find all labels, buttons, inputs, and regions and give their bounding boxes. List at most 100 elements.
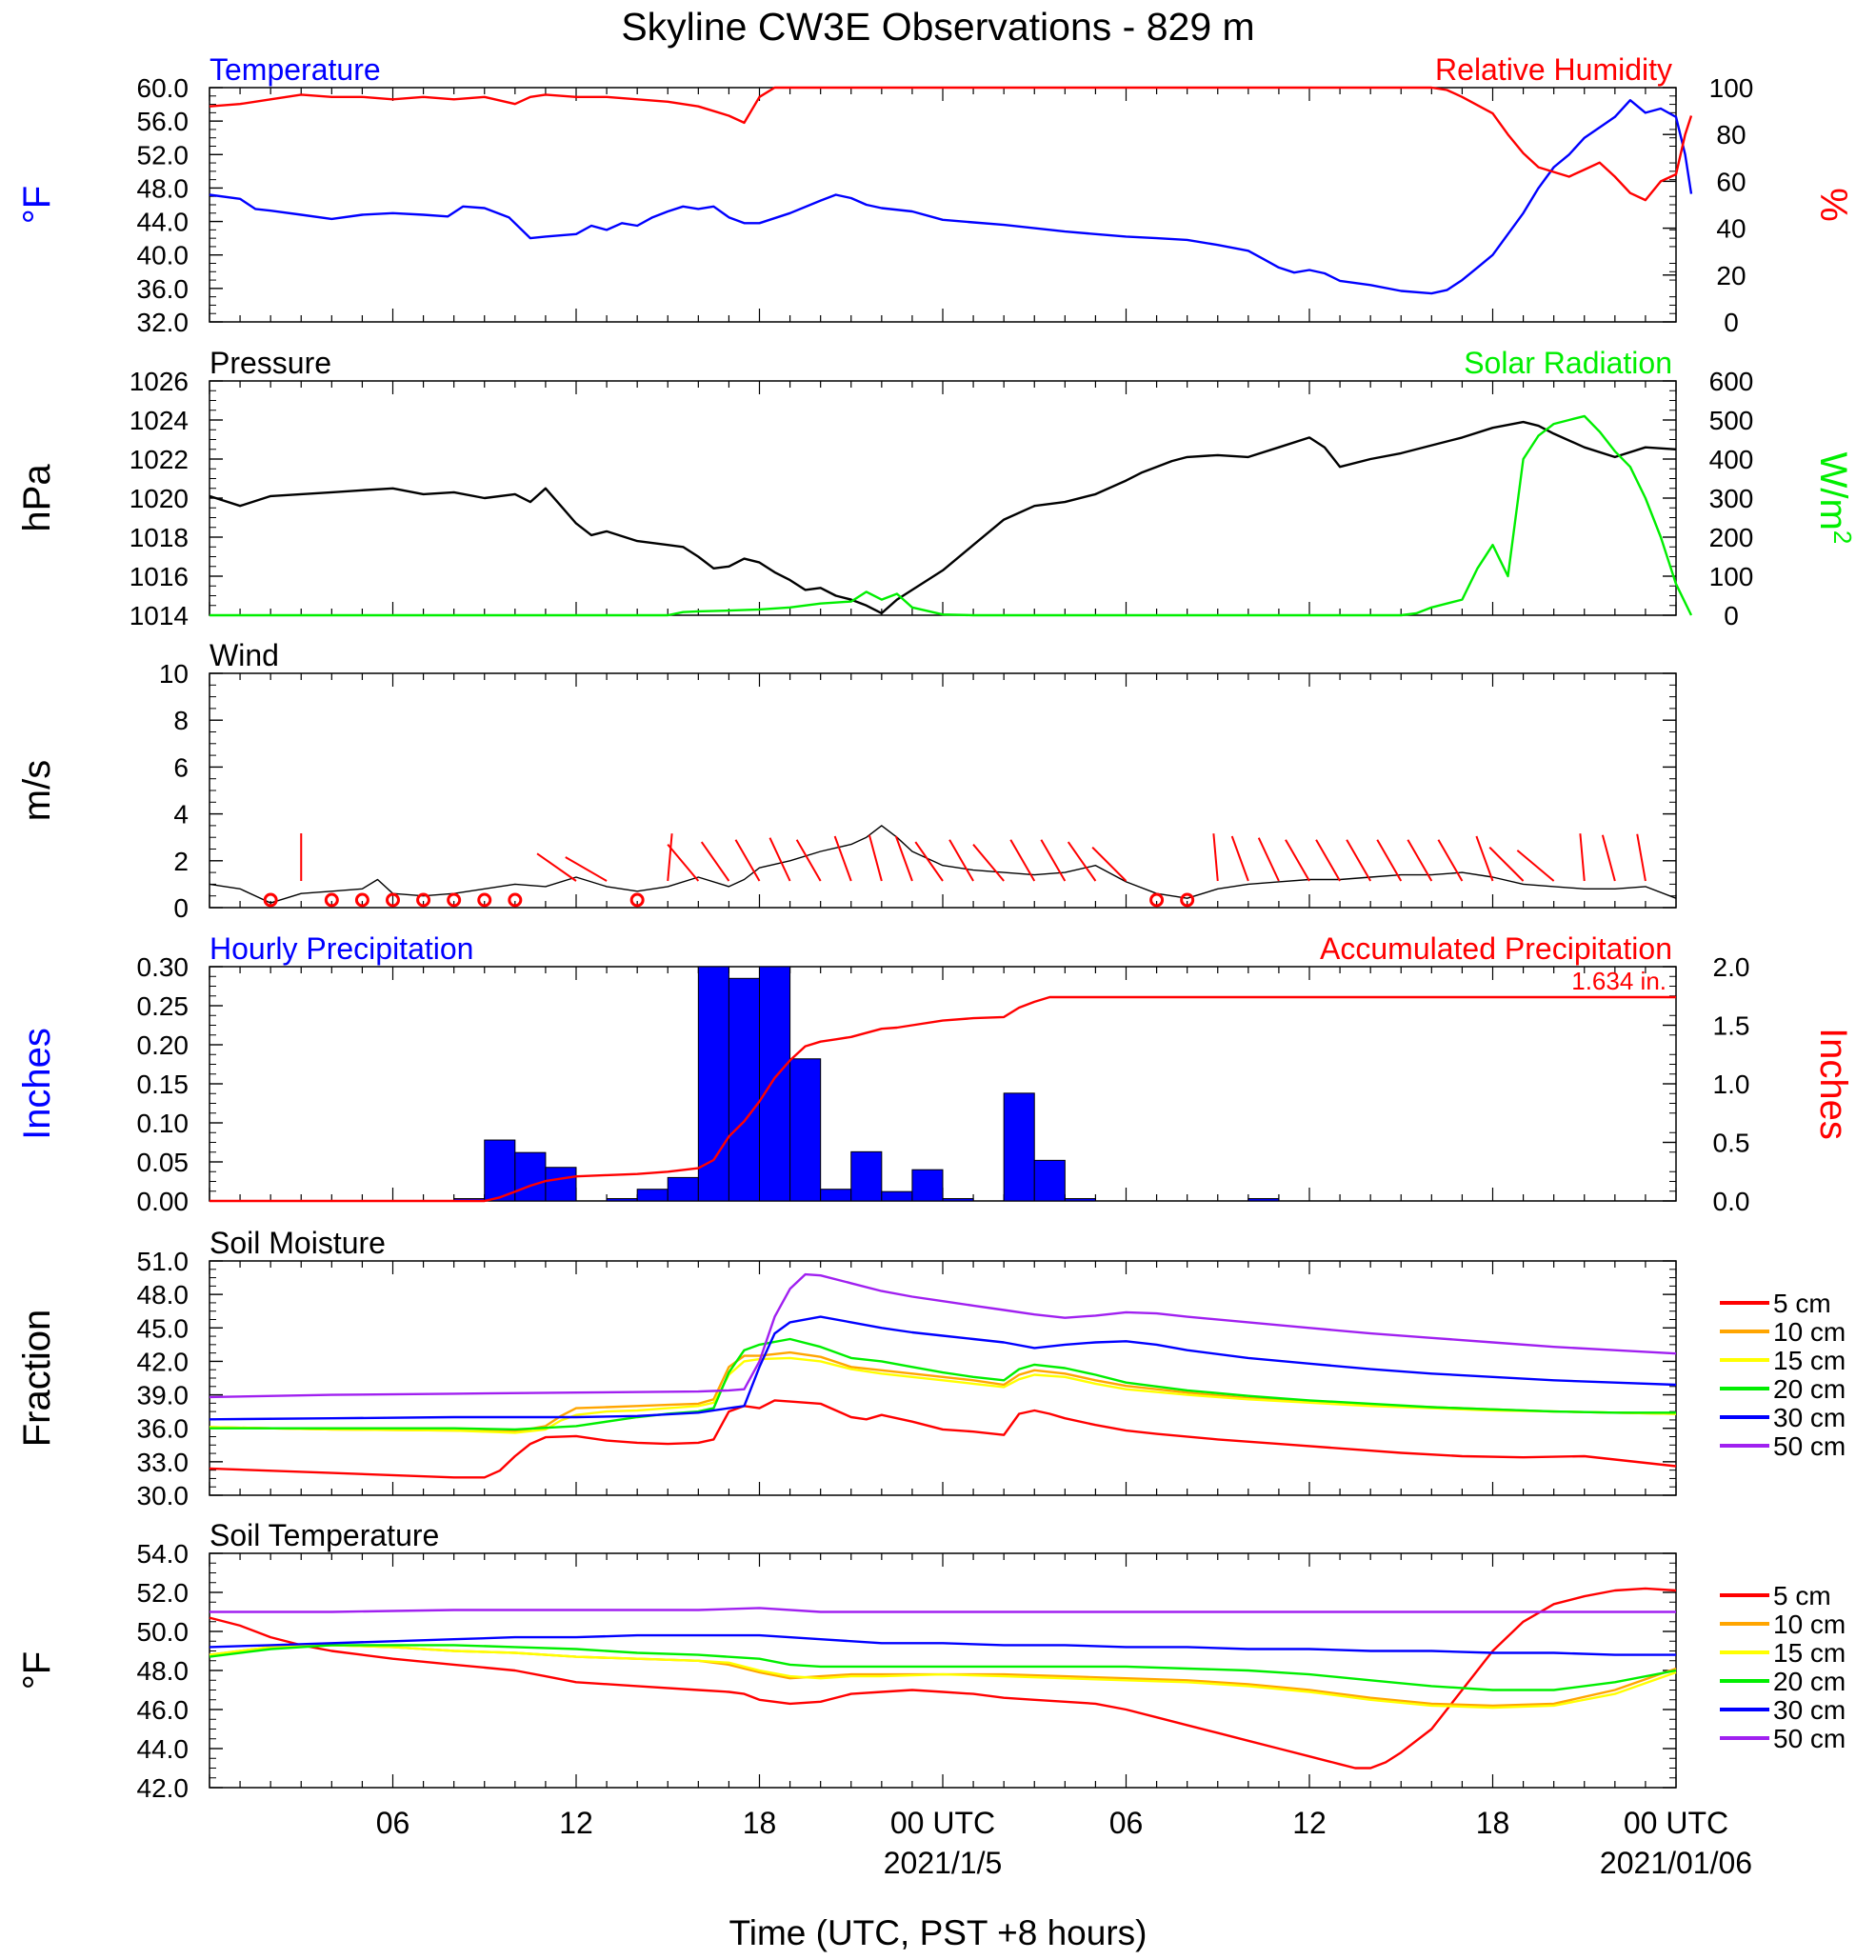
- legend-label: 10 cm: [1773, 1610, 1846, 1639]
- x-tick-label: 12: [1292, 1806, 1327, 1840]
- panel-left-title: Temperature: [210, 52, 381, 87]
- series-5-cm-line: [209, 1587, 1677, 1770]
- hourly-precip-bar: [1033, 1159, 1066, 1202]
- y-tick-label: 1018: [130, 523, 189, 552]
- panel-right-title: Relative Humidity: [1435, 52, 1672, 87]
- y-tick-label: 51.0: [137, 1247, 190, 1276]
- accumulated-total-label: 1.634 in.: [1571, 967, 1666, 995]
- right-axis-unit: W/m2: [1812, 452, 1857, 545]
- y-tick-label: 48.0: [137, 1280, 190, 1310]
- y-right-tick-label: 100: [1709, 73, 1754, 103]
- y-tick-label: 40.0: [137, 241, 190, 270]
- y-right-tick-label: 40: [1716, 214, 1746, 244]
- x-tick-label: 18: [1476, 1806, 1510, 1840]
- wind-barb: [565, 856, 608, 882]
- legend-label: 5 cm: [1773, 1289, 1831, 1318]
- y-right-tick-label: 600: [1709, 367, 1754, 396]
- y-right-tick-label: 20: [1716, 261, 1746, 290]
- x-axis-label: Time (UTC, PST +8 hours): [729, 1913, 1148, 1952]
- y-tick-label: 32.0: [137, 308, 190, 337]
- wind-barb: [1285, 839, 1310, 882]
- series-30-cm-line: [209, 1633, 1676, 1656]
- wind-calm-marker: [447, 892, 462, 908]
- series-10-cm-line: [209, 1350, 1677, 1433]
- wind-barb: [1437, 839, 1464, 882]
- wind-barb: [1040, 839, 1067, 882]
- wind-calm-marker: [508, 892, 523, 908]
- x-tick-label: 06: [376, 1806, 410, 1840]
- x-tick-label: 18: [743, 1806, 777, 1840]
- wind-barb: [1346, 839, 1372, 882]
- y-tick-label: 44.0: [137, 208, 190, 237]
- y-tick-label: 45.0: [137, 1313, 190, 1343]
- series-wind-0-line: [209, 825, 1677, 904]
- hourly-precip-bar: [1064, 1198, 1096, 1202]
- hourly-precip-bar: [942, 1198, 974, 1202]
- series-temp_rh-1-line: [209, 86, 1693, 202]
- series-15-cm-line: [209, 1356, 1677, 1434]
- series-15-cm-line: [209, 1644, 1677, 1710]
- y-right-tick-label: 1.0: [1713, 1070, 1750, 1099]
- series-50-cm-line: [210, 1607, 1676, 1613]
- wind-barb: [1636, 833, 1646, 882]
- y-tick-label: 2: [173, 847, 189, 876]
- hourly-precip-bar: [545, 1167, 577, 1202]
- y-tick-label: 1024: [130, 406, 189, 435]
- y-right-tick-label: 0.0: [1713, 1187, 1750, 1216]
- y-right-tick-label: 100: [1709, 562, 1754, 591]
- wind-barb: [1376, 839, 1403, 882]
- y-tick-label: 0.30: [137, 952, 190, 982]
- series-precip-0-line: [210, 995, 1676, 1203]
- y-tick-label: 1014: [130, 601, 189, 630]
- wind-barb: [1315, 839, 1341, 882]
- panel-frame: [209, 966, 1677, 1202]
- y-tick-label: 6: [173, 752, 189, 782]
- y-tick-label: 0.00: [137, 1187, 190, 1216]
- left-axis-unit: Inches: [16, 1028, 58, 1140]
- right-axis-unit-base: %: [1812, 188, 1854, 222]
- y-tick-label: 0.20: [137, 1030, 190, 1060]
- left-axis-unit: m/s: [16, 760, 58, 821]
- legend-label: 30 cm: [1773, 1695, 1846, 1725]
- wind-calm-marker: [324, 892, 339, 908]
- left-axis-unit: °F: [16, 186, 58, 224]
- right-axis-unit-base: Inches: [1812, 1028, 1854, 1140]
- hourly-precip-bar: [636, 1189, 669, 1202]
- hourly-precip-bar: [759, 966, 791, 1202]
- y-tick-label: 30.0: [137, 1481, 190, 1510]
- panel-frame: [209, 87, 1677, 323]
- series-30-cm-line: [209, 1315, 1677, 1421]
- wind-barb: [833, 835, 852, 882]
- y-right-tick-label: 1.5: [1713, 1011, 1750, 1041]
- y-tick-label: 0: [173, 893, 189, 923]
- hourly-precip-bar: [514, 1151, 547, 1202]
- y-tick-label: 54.0: [137, 1539, 190, 1569]
- wind-barb: [1407, 839, 1433, 882]
- y-tick-label: 52.0: [137, 140, 190, 170]
- x-date-label: 2021/1/5: [884, 1846, 1003, 1880]
- wind-barb: [667, 844, 700, 882]
- wind-calm-marker: [629, 892, 645, 908]
- legend-label: 30 cm: [1773, 1403, 1846, 1432]
- hourly-precip-bar: [789, 1058, 822, 1202]
- legend-label: 50 cm: [1773, 1431, 1846, 1461]
- y-tick-label: 33.0: [137, 1448, 190, 1477]
- left-axis-unit: hPa: [16, 464, 58, 532]
- y-tick-label: 4: [173, 800, 189, 830]
- y-right-tick-label: 0: [1724, 601, 1739, 630]
- y-right-tick-label: 0.5: [1713, 1129, 1750, 1158]
- y-right-tick-label: 60: [1716, 167, 1746, 196]
- hourly-precip-bar: [1247, 1198, 1280, 1202]
- wind-calm-marker: [354, 892, 369, 908]
- wind-barb: [1230, 835, 1249, 882]
- y-tick-label: 1026: [130, 367, 189, 396]
- hourly-precip-bar: [728, 977, 761, 1202]
- legend-label: 20 cm: [1773, 1374, 1846, 1404]
- wind-barb: [536, 852, 577, 882]
- y-right-tick-label: 200: [1709, 523, 1754, 552]
- wind-barb: [1516, 850, 1555, 882]
- wind-barb: [894, 835, 913, 882]
- x-tick-label: 12: [559, 1806, 593, 1840]
- legend-label: 5 cm: [1773, 1581, 1831, 1610]
